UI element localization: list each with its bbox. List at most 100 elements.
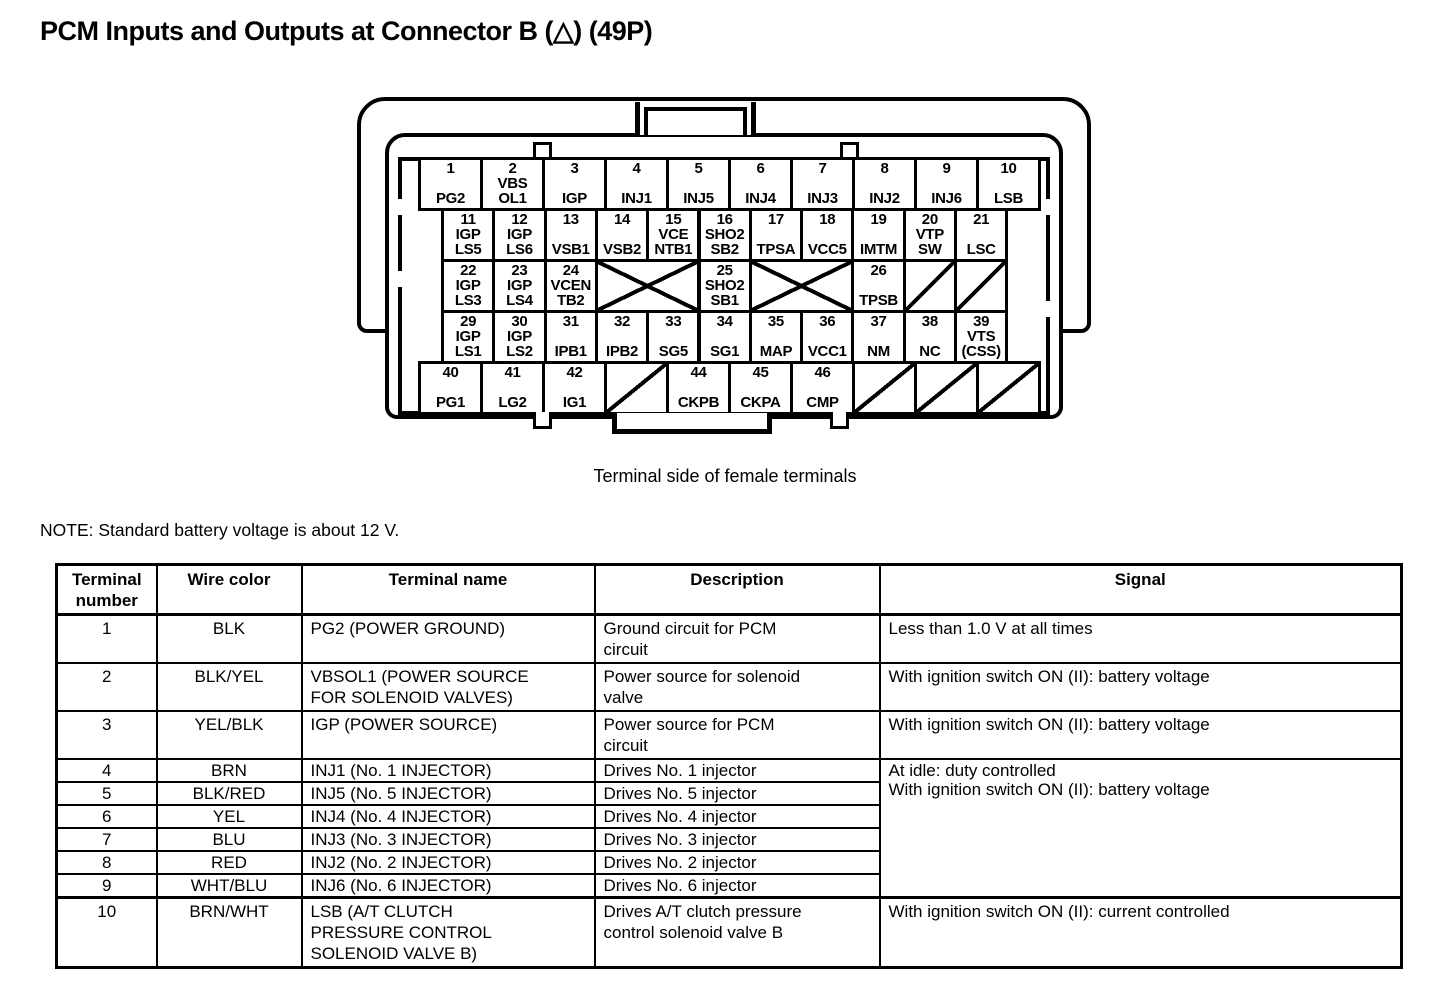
cell-wire-color: BRN [155, 758, 303, 783]
pin-label: INJ6 [931, 190, 962, 207]
pin-label: VCE NTB1 [654, 226, 693, 258]
pin-label: INJ1 [621, 190, 652, 207]
pin-cell-45: 45 CKPA [728, 361, 793, 415]
cell-terminal-number: 3 [55, 710, 158, 760]
pin-number: 44 [690, 364, 707, 381]
cell-wire-color: BLK/RED [155, 781, 303, 806]
pin-cell-slash [954, 259, 1009, 313]
cell-description: Drives No. 6 injector [593, 873, 881, 899]
note-text: NOTE: Standard battery voltage is about … [40, 520, 400, 540]
column-header: Description [593, 563, 881, 616]
pin-number: 33 [665, 313, 682, 330]
pin-label: LG2 [498, 394, 527, 411]
pin-cell-34: 34 SG1 [697, 310, 752, 364]
pin-number: 37 [870, 313, 887, 330]
pin-label: IG1 [562, 394, 587, 411]
pin-label: SHO2 SB2 [704, 226, 745, 258]
cell-terminal-number: 4 [55, 758, 158, 783]
cell-description: Drives No. 3 injector [593, 827, 881, 852]
pin-number: 15 [665, 211, 682, 228]
pin-number: 23 [511, 262, 528, 279]
pin-cell-3: 3 IGP [542, 157, 607, 211]
cell-description: Ground circuit for PCM circuit [593, 613, 881, 664]
pin-number: 12 [511, 211, 528, 228]
cell-wire-color: BLK [155, 613, 303, 664]
pin-label: NM [867, 343, 890, 360]
pin-cell-37: 37 NM [851, 310, 906, 364]
pin-number: 29 [460, 313, 477, 330]
connector-key-square [392, 199, 412, 215]
cell-terminal-name: VBSOL1 (POWER SOURCE FOR SOLENOID VALVES) [300, 662, 596, 712]
table-row: 4 BRN INJ1 (No. 1 INJECTOR) Drives No. 1 in… [55, 758, 1403, 899]
pin-cell-25: 25 SHO2 SB1 [697, 259, 752, 313]
cell-terminal-number: 5 [55, 781, 158, 806]
pin-cell-41: 41 LG2 [480, 361, 545, 415]
pin-cell-slash [902, 259, 957, 313]
pin-number: 16 [716, 211, 733, 228]
pin-cell-23: 23 IGP LS4 [492, 259, 547, 313]
pin-label: PG2 [435, 190, 466, 207]
pin-label: TPSB [859, 292, 898, 309]
cell-wire-color: YEL/BLK [155, 710, 303, 760]
cell-terminal-number: 7 [55, 827, 158, 852]
pin-label: IGP LS5 [454, 226, 482, 258]
pin-number: 18 [819, 211, 836, 228]
pin-label: CKPB [677, 394, 720, 411]
pin-label: INJ5 [683, 190, 714, 207]
pin-cell-slash [976, 361, 1041, 415]
table-row: 6 YEL INJ4 (No. 4 INJECTOR) Drives No. 4 in… [55, 804, 1402, 829]
pin-label: IPB1 [554, 343, 587, 360]
pin-label: CMP [806, 394, 839, 411]
pin-cell-14: 14 VSB2 [594, 208, 650, 262]
cell-wire-color: BLU [155, 827, 303, 852]
pin-cell-slash [914, 361, 979, 415]
pin-number: 24 [562, 262, 579, 279]
pin-number: 31 [562, 313, 579, 330]
pin-cell-18: 18 VCC5 [800, 208, 855, 262]
pin-cell-36: 36 VCC1 [800, 310, 855, 364]
pin-cell-17: 17 TPSA [748, 208, 804, 262]
cell-terminal-number: 10 [55, 896, 158, 969]
pin-cell-19: 19 IMTM [851, 208, 906, 262]
terminal-table-wrap: Terminal number Wire color Terminal name De… [55, 563, 1403, 969]
pin-number: 46 [814, 364, 831, 381]
pin-label: LSB [993, 190, 1024, 207]
pin-label: VTS (CSS) [961, 328, 1001, 360]
table-row: 1 BLK PG2 (POWER GROUND) Ground circuit for… [55, 613, 1403, 664]
pin-number: 38 [921, 313, 938, 330]
connector-key-square [392, 271, 412, 287]
connector-bottom-tab [612, 413, 772, 434]
pin-number: 19 [870, 211, 887, 228]
pin-cell-4: 4 INJ1 [604, 157, 669, 211]
pin-cell-13: 13 VSB1 [543, 208, 598, 262]
connector-key-square [1038, 199, 1058, 215]
pin-number: 9 [942, 160, 951, 177]
pin-number: 21 [973, 211, 990, 228]
column-header: Signal [878, 563, 1403, 616]
pin-number: 7 [818, 160, 827, 177]
cell-terminal-number: 9 [55, 873, 158, 899]
pin-cell-39: 39 VTS (CSS) [954, 310, 1009, 364]
pin-cell-x [594, 259, 701, 313]
pin-cell-42: 42 IG1 [542, 361, 607, 415]
pin-label: VBS OL1 [497, 175, 528, 207]
pin-label: IGP [562, 190, 587, 207]
pin-cell-24: 24 VCEN TB2 [543, 259, 598, 313]
pin-label: SG1 [710, 343, 740, 360]
pin-label: LSC [966, 241, 996, 258]
pin-label: VTP SW [915, 226, 945, 258]
pin-label: VSB1 [551, 241, 590, 258]
cell-terminal-name: INJ1 (No. 1 INJECTOR) [300, 758, 596, 783]
cell-signal: With ignition switch ON (II): current co… [878, 896, 1403, 969]
pin-label: INJ3 [807, 190, 838, 207]
pin-number: 32 [613, 313, 631, 330]
connector-lock-tab-inner [644, 107, 747, 135]
pin-number: 11 [460, 211, 477, 228]
table-body: 1 BLK PG2 (POWER GROUND) Ground circuit for… [55, 613, 1403, 969]
pin-number: 40 [442, 364, 459, 381]
pin-number: 2 [508, 160, 517, 177]
pin-cell-26: 26 TPSB [851, 259, 906, 313]
cell-description: Drives A/T clutch pressure control soleno… [593, 896, 881, 969]
pin-number: 6 [756, 160, 765, 177]
pin-cell-x [748, 259, 855, 313]
